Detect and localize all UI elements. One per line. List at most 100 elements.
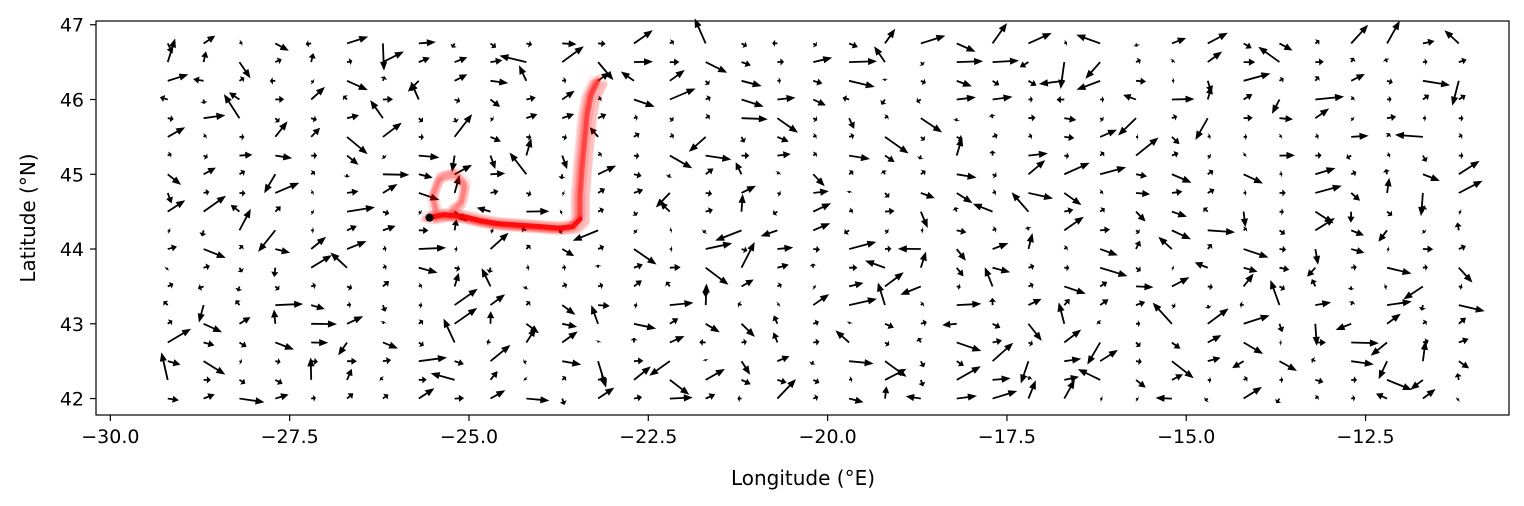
vector-arrow bbox=[1207, 153, 1211, 160]
vector-arrow bbox=[630, 337, 638, 343]
vector-arrow bbox=[1028, 340, 1033, 347]
vector-arrow bbox=[1099, 281, 1108, 288]
vector-arrow bbox=[418, 355, 447, 363]
vector-arrow bbox=[956, 360, 964, 367]
vector-arrow bbox=[1386, 245, 1390, 253]
vector-arrow bbox=[884, 192, 890, 198]
vector-arrow bbox=[1315, 338, 1326, 347]
vector-arrow bbox=[1028, 192, 1054, 200]
vector-arrow bbox=[1315, 93, 1345, 102]
trajectory-member bbox=[427, 73, 603, 228]
trajectory-loop-member bbox=[429, 172, 467, 215]
vector-arrow bbox=[381, 154, 387, 160]
vector-arrow bbox=[1207, 283, 1213, 291]
vector-arrow bbox=[633, 171, 642, 179]
vector-arrow bbox=[418, 341, 424, 347]
vector-arrow bbox=[741, 98, 764, 108]
vector-arrow bbox=[379, 376, 384, 382]
vector-arrow bbox=[1243, 114, 1253, 122]
vector-arrow bbox=[490, 188, 499, 196]
vector-arrow bbox=[741, 378, 751, 386]
vector-arrow bbox=[239, 76, 245, 83]
vector-arrow bbox=[526, 133, 532, 141]
vector-arrow bbox=[1243, 386, 1262, 400]
vector-arrow bbox=[1243, 94, 1253, 101]
vector-arrow bbox=[1099, 349, 1118, 362]
vector-arrow bbox=[1207, 188, 1215, 195]
vector-arrow bbox=[311, 394, 316, 402]
vector-arrow bbox=[167, 173, 182, 185]
vector-arrow bbox=[1458, 267, 1473, 283]
vector-arrow bbox=[1207, 133, 1211, 140]
vector-arrow bbox=[1346, 153, 1352, 160]
vector-arrow bbox=[1312, 323, 1320, 346]
vector-arrow bbox=[1027, 160, 1046, 175]
vector-arrow bbox=[1152, 302, 1173, 325]
vector-arrow bbox=[777, 190, 781, 197]
vector-arrow bbox=[920, 319, 927, 327]
y-tick-label: 47 bbox=[60, 15, 84, 37]
vector-arrow bbox=[1243, 58, 1256, 66]
vector-arrow bbox=[1385, 133, 1392, 138]
vector-arrow bbox=[597, 282, 604, 290]
vector-arrow bbox=[490, 42, 497, 49]
vector-arrow bbox=[865, 260, 886, 269]
vector-arrow bbox=[812, 284, 817, 290]
vector-arrow bbox=[777, 244, 794, 252]
vector-arrow bbox=[525, 323, 539, 334]
vector-arrow bbox=[916, 337, 923, 343]
vector-arrow bbox=[239, 341, 247, 348]
vector-arrow bbox=[597, 165, 617, 176]
vector-arrow bbox=[1279, 76, 1284, 83]
vector-arrow bbox=[1063, 329, 1082, 344]
vector-arrow bbox=[379, 321, 387, 325]
y-tick-label: 45 bbox=[60, 164, 84, 186]
vector-arrow bbox=[1058, 62, 1066, 89]
vector-arrow bbox=[1064, 285, 1086, 295]
vector-arrow bbox=[1386, 379, 1412, 390]
vector-arrow bbox=[1458, 152, 1464, 160]
vector-arrow bbox=[310, 127, 321, 138]
vector-arrow bbox=[597, 387, 615, 400]
vector-arrow bbox=[167, 395, 179, 403]
vector-arrow bbox=[812, 203, 831, 213]
vector-arrow bbox=[956, 134, 963, 142]
vector-arrow bbox=[633, 301, 638, 309]
vector-arrow bbox=[1063, 39, 1068, 47]
vector-arrow bbox=[453, 273, 460, 287]
vector-arrow bbox=[1028, 95, 1033, 103]
vector-arrow bbox=[1386, 151, 1391, 159]
vector-arrow bbox=[258, 229, 276, 252]
vector-arrow bbox=[523, 376, 528, 382]
vector-arrow bbox=[705, 154, 732, 162]
vector-arrow bbox=[1454, 373, 1462, 381]
vector-arrow bbox=[203, 167, 216, 176]
plot-frame bbox=[95, 20, 1510, 416]
vector-arrow bbox=[1351, 376, 1357, 384]
vector-arrow bbox=[1351, 247, 1365, 255]
vector-arrow bbox=[453, 114, 473, 138]
vector-arrow bbox=[738, 193, 746, 212]
vector-arrow bbox=[269, 77, 276, 85]
vector-arrow bbox=[813, 78, 823, 86]
vector-arrow bbox=[1383, 58, 1390, 63]
trajectory-loop-member bbox=[434, 167, 472, 210]
vector-arrow bbox=[202, 133, 207, 140]
vector-arrow bbox=[167, 127, 186, 138]
vector-arrow bbox=[988, 114, 996, 119]
vector-arrow bbox=[1171, 360, 1194, 379]
vector-arrow bbox=[1277, 323, 1285, 333]
vector-arrow bbox=[487, 311, 495, 324]
vector-arrow bbox=[694, 18, 707, 44]
vector-arrow bbox=[1279, 284, 1285, 291]
vector-arrow bbox=[597, 95, 602, 102]
y-tick-label: 43 bbox=[60, 314, 84, 336]
vector-arrow bbox=[1243, 314, 1270, 325]
vector-arrow bbox=[346, 188, 359, 196]
vector-arrow bbox=[418, 244, 447, 252]
vector-arrow bbox=[952, 207, 960, 212]
vector-arrow bbox=[1279, 339, 1282, 347]
vector-arrow bbox=[382, 171, 410, 179]
vector-arrow bbox=[1135, 300, 1146, 308]
